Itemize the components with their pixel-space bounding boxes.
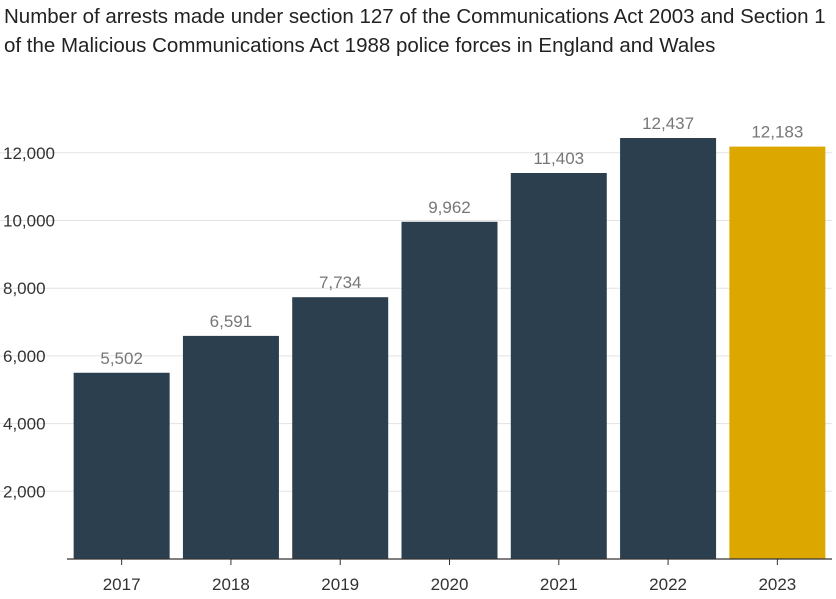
data-label-2018: 6,591 bbox=[210, 312, 253, 331]
x-tick-label-2019: 2019 bbox=[321, 575, 359, 594]
y-tick-label: 12,000 bbox=[3, 144, 55, 163]
bars bbox=[73, 138, 826, 559]
x-tick-label-2018: 2018 bbox=[212, 575, 250, 594]
data-labels: 5,502 6,591 7,734 9,962 11,403 12,437 12,183 bbox=[100, 114, 803, 368]
y-tick-label: 8,000 bbox=[3, 279, 46, 298]
bar-2022 bbox=[620, 138, 717, 559]
x-axis: 2017 2018 2019 2020 2021 2022 2023 bbox=[67, 558, 832, 594]
bar-2017 bbox=[73, 372, 170, 559]
data-label-2023: 12,183 bbox=[751, 123, 803, 142]
bar-2020 bbox=[401, 221, 498, 559]
data-label-2022: 12,437 bbox=[642, 114, 694, 133]
x-tick-label-2022: 2022 bbox=[649, 575, 687, 594]
bar-2021 bbox=[510, 173, 607, 559]
y-tick-label: 2,000 bbox=[3, 482, 46, 501]
bar-2018 bbox=[182, 335, 279, 559]
bar-2019 bbox=[292, 297, 389, 559]
data-label-2019: 7,734 bbox=[319, 273, 362, 292]
x-tick-label-2020: 2020 bbox=[431, 575, 469, 594]
x-tick-label-2017: 2017 bbox=[103, 575, 141, 594]
chart-title: Number of arrests made under section 127… bbox=[4, 5, 826, 57]
x-tick-label-2023: 2023 bbox=[758, 575, 796, 594]
y-axis: 2,000 4,000 6,000 8,000 10,000 12,000 bbox=[3, 144, 55, 502]
y-tick-label: 6,000 bbox=[3, 347, 46, 366]
y-tick-label: 4,000 bbox=[3, 415, 46, 434]
data-label-2017: 5,502 bbox=[100, 349, 143, 368]
data-label-2020: 9,962 bbox=[428, 198, 471, 217]
bar-2023 bbox=[729, 146, 826, 559]
y-tick-label: 10,000 bbox=[3, 211, 55, 230]
data-label-2021: 11,403 bbox=[533, 149, 584, 168]
x-tick-label-2021: 2021 bbox=[540, 575, 578, 594]
